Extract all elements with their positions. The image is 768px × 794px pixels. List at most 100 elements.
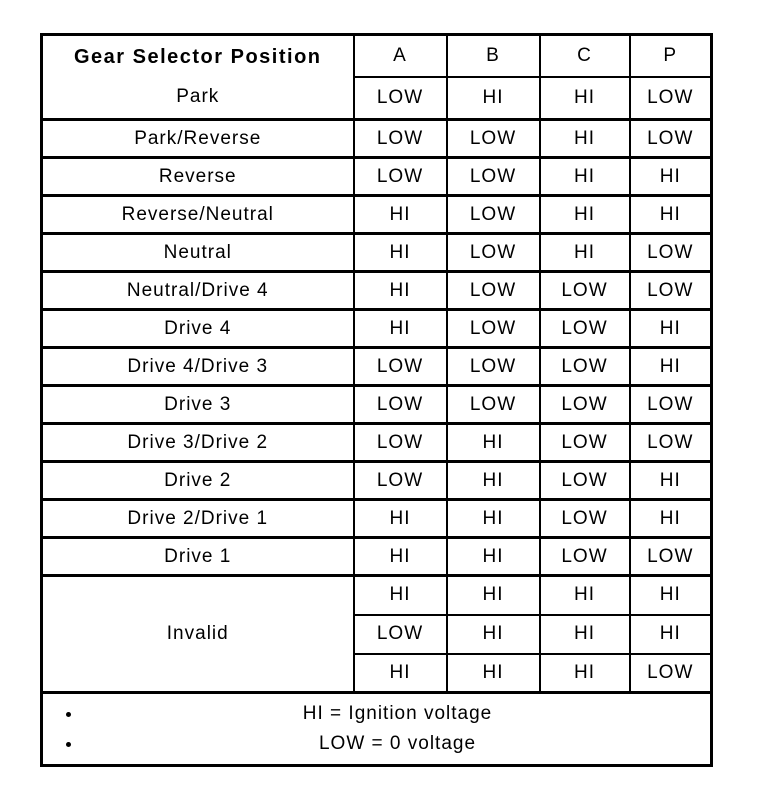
signal-cell: LOW: [538, 346, 631, 387]
signal-cell: LOW: [445, 194, 541, 235]
signal-cell: HI: [352, 536, 448, 577]
signal-cell: LOW: [352, 118, 448, 159]
signal-cell: HI: [538, 232, 631, 273]
row-label: Neutral/Drive 4: [40, 270, 355, 311]
table-row: Invalid HI HI HI HI: [40, 574, 713, 694]
gear-selector-signal-table: Gear Selector Position Park A B C P LOW …: [40, 33, 713, 767]
row-label: Neutral: [40, 232, 355, 273]
signal-cell: LOW: [445, 156, 541, 197]
signal-cell: LOW: [352, 460, 448, 501]
signal-cell: LOW: [628, 652, 713, 694]
signal-cell: LOW: [352, 156, 448, 197]
signal-cell: LOW: [538, 536, 631, 577]
signal-cell: LOW: [445, 346, 541, 387]
signal-cell: LOW: [538, 270, 631, 311]
row-label: Drive 3: [40, 384, 355, 425]
signal-cell: HI: [352, 652, 448, 694]
signal-cell: HI: [445, 498, 541, 539]
signal-cell: HI: [445, 574, 541, 615]
table-row: Reverse LOW LOW HI HI: [40, 156, 713, 197]
column-header-b: B: [445, 33, 541, 78]
row-label: Drive 4: [40, 308, 355, 349]
signal-cell: LOW: [445, 118, 541, 159]
table-row: Drive 2 LOW HI LOW HI: [40, 460, 713, 501]
signal-cell: LOW: [628, 232, 713, 273]
signal-cell: LOW: [352, 384, 448, 425]
signal-cell: LOW: [445, 384, 541, 425]
signal-cell: LOW: [352, 346, 448, 387]
table-row: Drive 4 HI LOW LOW HI: [40, 308, 713, 349]
row-label: Reverse: [40, 156, 355, 197]
signal-cell: HI: [445, 422, 541, 463]
legend-note: LOW = 0 voltage: [83, 732, 710, 756]
table-row: Drive 1 HI HI LOW LOW: [40, 536, 713, 577]
signal-cell: HI: [538, 613, 631, 654]
row-label: Drive 1: [40, 536, 355, 577]
signal-cell: LOW: [628, 118, 713, 159]
signal-cell: HI: [628, 346, 713, 387]
signal-cell: HI: [628, 156, 713, 197]
table-row: Drive 4/Drive 3 LOW LOW LOW HI: [40, 346, 713, 387]
signal-cell: HI: [445, 460, 541, 501]
legend-notes-list: HI = Ignition voltage LOW = 0 voltage: [44, 695, 710, 764]
table-row: Drive 3/Drive 2 LOW HI LOW LOW: [40, 422, 713, 463]
signal-cell: LOW: [352, 76, 448, 121]
signal-cell: HI: [538, 194, 631, 235]
signal-cell: HI: [538, 652, 631, 694]
legend-row: HI = Ignition voltage LOW = 0 voltage: [40, 691, 713, 767]
signal-cell: HI: [352, 308, 448, 349]
signal-cell: HI: [352, 232, 448, 273]
signal-cell: LOW: [445, 308, 541, 349]
signal-cell: HI: [628, 498, 713, 539]
table-row: HI HI HI LOW: [42, 652, 713, 694]
row-label: Drive 4/Drive 3: [40, 346, 355, 387]
signal-cell: HI: [352, 574, 448, 615]
signal-cell: HI: [352, 498, 448, 539]
signal-cell: HI: [628, 308, 713, 349]
legend-note: HI = Ignition voltage: [83, 702, 710, 726]
row-label: Park/Reverse: [40, 118, 355, 159]
signal-cell: LOW: [628, 384, 713, 425]
signal-cell: HI: [538, 76, 631, 121]
signal-cell: LOW: [445, 232, 541, 273]
signal-cell: HI: [628, 613, 713, 654]
signal-cell: LOW: [628, 536, 713, 577]
table-row: Park/Reverse LOW LOW HI LOW: [40, 118, 713, 159]
signal-cell: HI: [352, 194, 448, 235]
legend-notes: HI = Ignition voltage LOW = 0 voltage: [40, 691, 713, 767]
table-row: LOW HI HI LOW: [42, 76, 713, 121]
signal-cell: LOW: [538, 422, 631, 463]
signal-cell: LOW: [628, 76, 713, 121]
signal-cell: LOW: [628, 422, 713, 463]
corner-cell: Gear Selector Position Park: [40, 33, 355, 121]
signal-cell: HI: [628, 194, 713, 235]
column-header-p: P: [628, 33, 713, 78]
table-header-row: Gear Selector Position Park A B C P: [40, 33, 713, 121]
row-label-park: Park: [176, 86, 220, 107]
signal-cell: LOW: [538, 498, 631, 539]
column-header-a: A: [352, 33, 448, 78]
signal-cell: LOW: [445, 270, 541, 311]
row-label: Drive 2/Drive 1: [40, 498, 355, 539]
table-row: Drive 3 LOW LOW LOW LOW: [40, 384, 713, 425]
signal-cell: HI: [628, 460, 713, 501]
signal-cell: LOW: [352, 613, 448, 654]
signal-cell: LOW: [538, 384, 631, 425]
row-label-invalid: Invalid: [40, 574, 355, 694]
table-row: Drive 2/Drive 1 HI HI LOW HI: [40, 498, 713, 539]
gear-selector-position-header: Gear Selector Position: [73, 46, 322, 68]
row-label: Drive 2: [40, 460, 355, 501]
table-row: Neutral/Drive 4 HI LOW LOW LOW: [40, 270, 713, 311]
column-header-c: C: [538, 33, 631, 78]
signal-cell: LOW: [628, 270, 713, 311]
signal-cell: HI: [445, 652, 541, 694]
signal-cell: HI: [352, 270, 448, 311]
row-label: Drive 3/Drive 2: [40, 422, 355, 463]
signal-cell: HI: [538, 156, 631, 197]
row-label: Reverse/Neutral: [40, 194, 355, 235]
signal-cell: HI: [445, 536, 541, 577]
signal-cell: LOW: [352, 422, 448, 463]
table-row: Neutral HI LOW HI LOW: [40, 232, 713, 273]
signal-cell: HI: [628, 574, 713, 615]
